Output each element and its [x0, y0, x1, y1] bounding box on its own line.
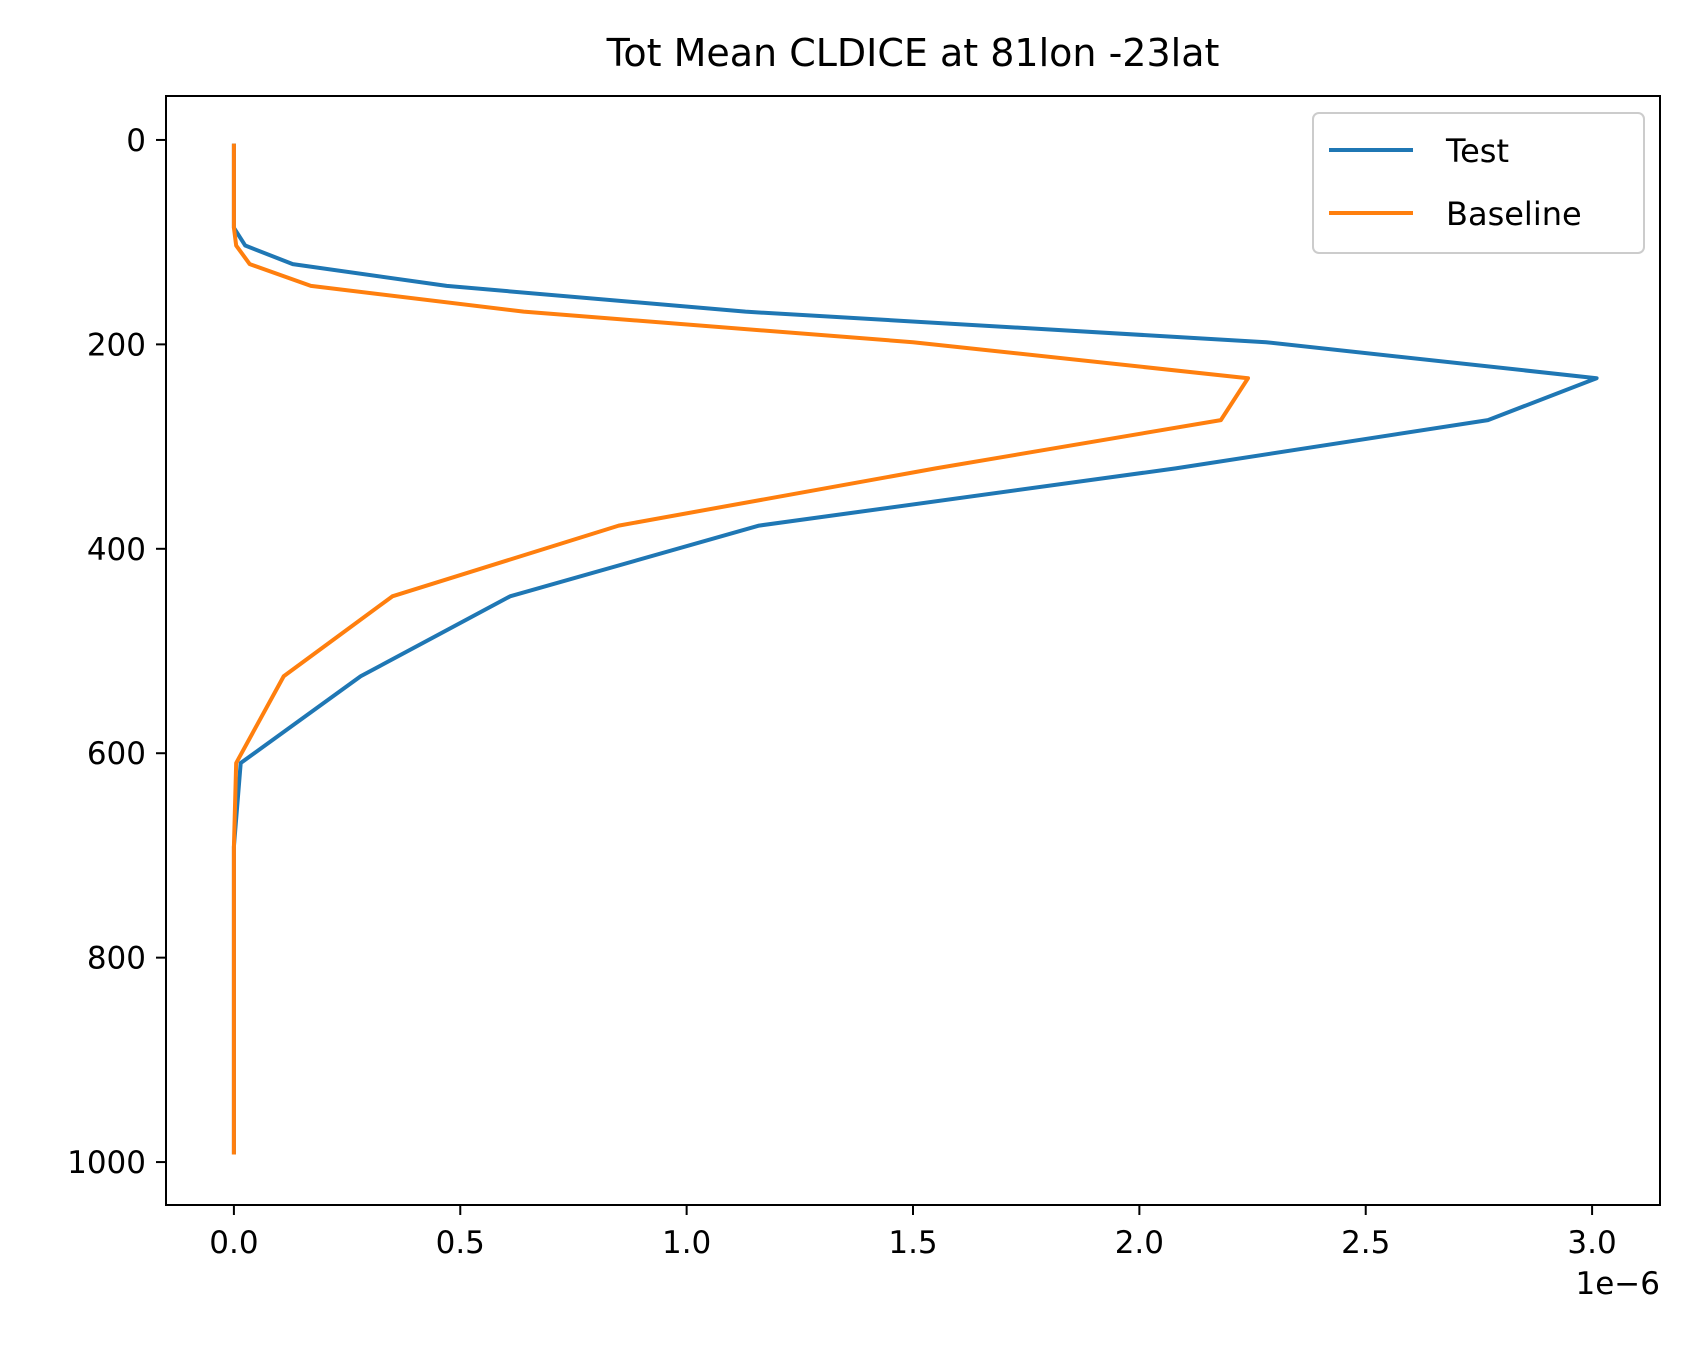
- x-tick-label-4: 2.0: [1115, 1225, 1164, 1261]
- x-tick-label-1: 0.5: [436, 1225, 485, 1261]
- legend-label-test: Test: [1445, 132, 1509, 170]
- y-tick-label-5: 1000: [67, 1145, 146, 1181]
- chart-title: Tot Mean CLDICE at 81lon -23lat: [606, 31, 1220, 75]
- x-tick-label-3: 1.5: [888, 1225, 937, 1261]
- y-tick-label-2: 400: [87, 532, 146, 568]
- y-tick-label-1: 200: [87, 327, 146, 363]
- y-tick-label-3: 600: [87, 736, 146, 772]
- x-tick-label-0: 0.0: [209, 1225, 258, 1261]
- x-axis-offset-label: 1e−6: [1576, 1266, 1661, 1302]
- y-tick-label-4: 800: [87, 941, 146, 977]
- x-tick-label-5: 2.5: [1341, 1225, 1390, 1261]
- x-tick-label-2: 1.0: [662, 1225, 711, 1261]
- legend-label-baseline: Baseline: [1446, 195, 1582, 233]
- x-tick-label-6: 3.0: [1567, 1225, 1616, 1261]
- legend: Test Baseline: [1313, 113, 1644, 253]
- y-tick-label-0: 0: [126, 123, 146, 159]
